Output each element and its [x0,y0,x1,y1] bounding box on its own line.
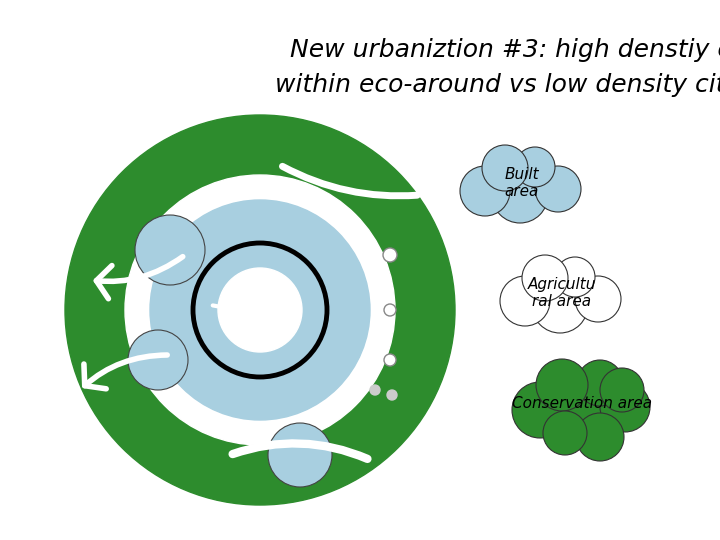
Circle shape [460,166,510,216]
Text: Built
area: Built area [505,167,539,199]
Circle shape [128,330,188,390]
Circle shape [125,175,395,445]
Circle shape [65,115,455,505]
Circle shape [218,268,302,352]
Circle shape [500,276,550,326]
FancyArrowPatch shape [233,443,367,459]
Circle shape [543,411,587,455]
Circle shape [550,385,610,445]
Circle shape [532,277,588,333]
Circle shape [150,200,370,420]
Circle shape [515,147,555,187]
Circle shape [535,166,581,212]
Circle shape [575,276,621,322]
Circle shape [370,385,380,395]
Circle shape [576,413,624,461]
Circle shape [522,255,568,301]
Circle shape [384,304,396,316]
Text: New urbaniztion #3: high denstiy cities: New urbaniztion #3: high denstiy cities [290,38,720,62]
Text: Agricultu
ral area: Agricultu ral area [528,277,596,309]
FancyArrowPatch shape [96,256,183,299]
Text: within eco-around vs low density cities: within eco-around vs low density cities [275,73,720,97]
FancyArrowPatch shape [212,306,281,339]
Circle shape [268,423,332,487]
Circle shape [512,382,568,438]
Circle shape [135,215,205,285]
FancyArrowPatch shape [84,355,167,389]
Circle shape [482,145,528,191]
Circle shape [536,359,588,411]
Circle shape [600,382,650,432]
FancyArrowPatch shape [282,166,417,196]
Circle shape [384,354,396,366]
Circle shape [577,360,623,406]
Text: Conservation area: Conservation area [512,395,652,410]
Circle shape [492,167,548,223]
Circle shape [387,390,397,400]
Circle shape [555,257,595,297]
Circle shape [600,368,644,412]
Circle shape [383,248,397,262]
